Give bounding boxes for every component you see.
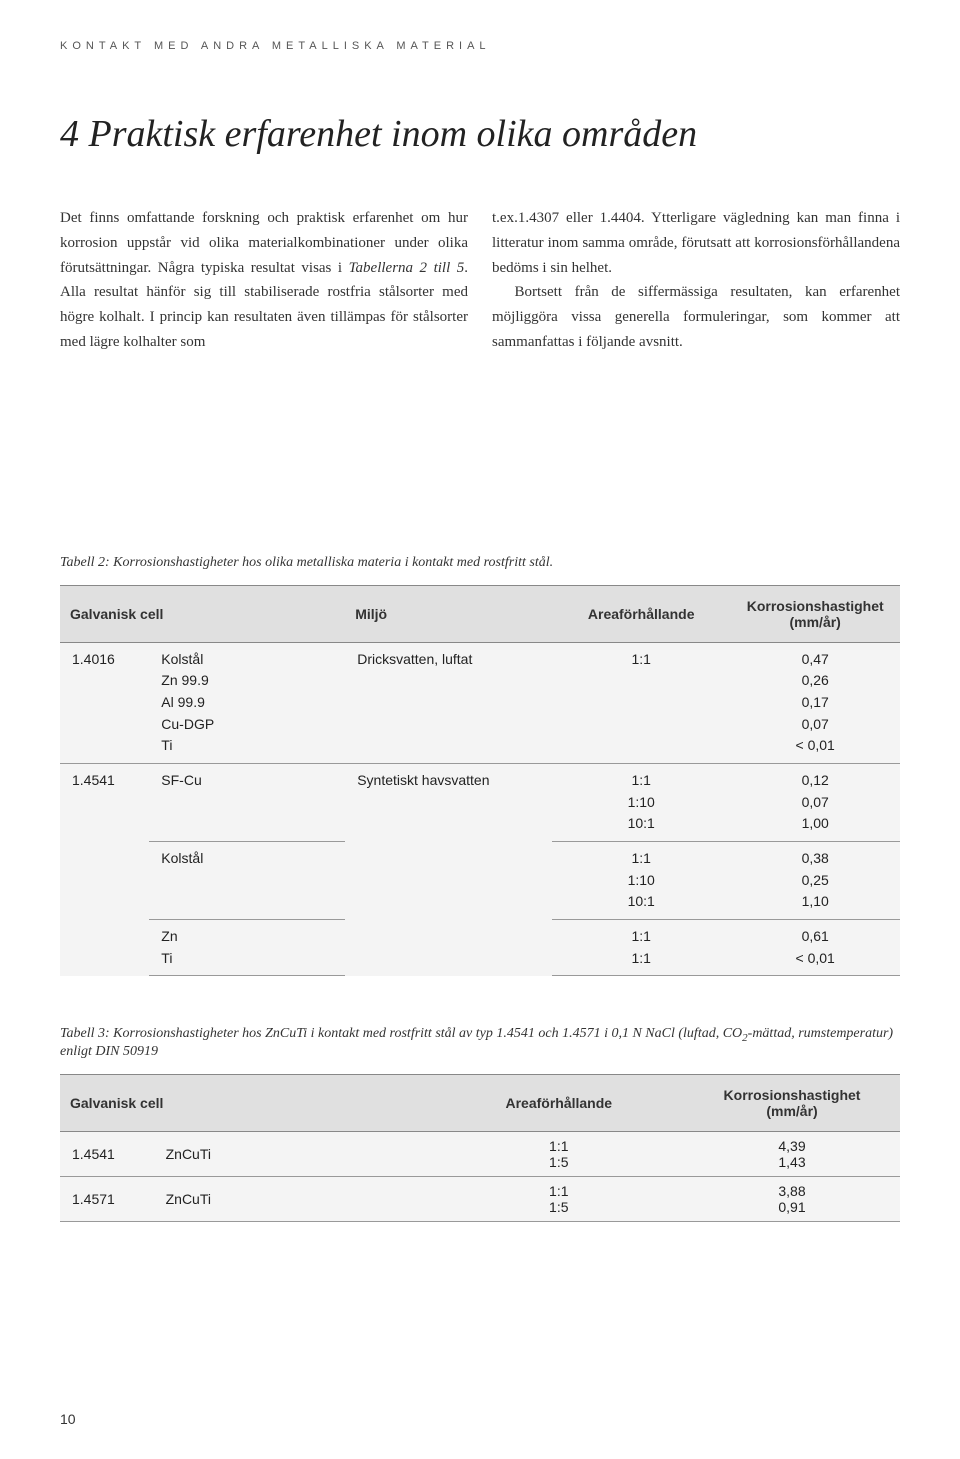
table-cell-material: Zn Ti: [149, 920, 345, 976]
table-cell-ratio: 1:1 1:1: [552, 920, 730, 976]
body-paragraph: t.ex.1.4307 eller 1.4404. Ytterligare vä…: [492, 206, 900, 280]
table2-header-cell: Galvanisk cell: [60, 585, 345, 642]
table-cell-env: Syntetiskt havsvatten: [345, 763, 552, 976]
table-cell-id: 1.4541: [60, 1132, 154, 1177]
table-cell-id: 1.4571: [60, 1177, 154, 1222]
table-cell-rate: 4,39 1,43: [684, 1132, 900, 1177]
table-cell-ratio: 1:1 1:10 10:1: [552, 763, 730, 841]
table-cell-material: Kolstål: [149, 842, 345, 920]
table3-header-rate: Korrosionshastighet (mm/år): [684, 1075, 900, 1132]
table-cell-material: ZnCuTi: [154, 1177, 434, 1222]
table3-header-cell: Galvanisk cell: [60, 1075, 434, 1132]
table-row: 1.4571 ZnCuTi 1:1 1:5 3,88 0,91: [60, 1177, 900, 1222]
table-cell-ratio: 1:1 1:5: [434, 1132, 685, 1177]
table-cell-material: Kolstål Zn 99.9 Al 99.9 Cu-DGP Ti: [149, 642, 345, 763]
page-title: 4 Praktisk erfarenhet inom olika områden: [60, 112, 900, 156]
table-cell-material: ZnCuTi: [154, 1132, 434, 1177]
table2-header-env: Miljö: [345, 585, 552, 642]
table-row: 1.4016 Kolstål Zn 99.9 Al 99.9 Cu-DGP Ti…: [60, 642, 900, 763]
table-cell-rate: 0,47 0,26 0,17 0,07 < 0,01: [730, 642, 900, 763]
table-cell-env: Dricksvatten, luftat: [345, 642, 552, 763]
table3-header-row: Galvanisk cell Areaförhållande Korrosion…: [60, 1075, 900, 1132]
table-cell-rate: 3,88 0,91: [684, 1177, 900, 1222]
table2-caption: Tabell 2: Korrosionshastigheter hos olik…: [60, 555, 900, 571]
table3-header-ratio: Areaförhållande: [434, 1075, 685, 1132]
body-text: Det finns omfattande forskning och prakt…: [60, 206, 900, 355]
table3: Galvanisk cell Areaförhållande Korrosion…: [60, 1074, 900, 1222]
table-cell-rate: 0,61 < 0,01: [730, 920, 900, 976]
table2-header-rate: Korrosionshastighet (mm/år): [730, 585, 900, 642]
body-column-left: Det finns omfattande forskning och prakt…: [60, 206, 468, 355]
table-cell-rate: 0,12 0,07 1,00: [730, 763, 900, 841]
table-cell-id: 1.4016: [60, 642, 149, 763]
table-cell-ratio: 1:1 1:5: [434, 1177, 685, 1222]
table-cell-ratio: 1:1 1:10 10:1: [552, 842, 730, 920]
table2: Galvanisk cell Miljö Areaförhållande Kor…: [60, 585, 900, 977]
table-cell-material: SF-Cu: [149, 763, 345, 841]
table-cell-id: 1.4541: [60, 763, 149, 976]
body-text-italic: Tabellerna 2 till 5: [349, 260, 465, 276]
table-cell-rate: 0,38 0,25 1,10: [730, 842, 900, 920]
table2-header-ratio: Areaförhållande: [552, 585, 730, 642]
table3-caption: Tabell 3: Korrosionshastigheter hos ZnCu…: [60, 1026, 900, 1060]
page-number: 10: [60, 1411, 76, 1427]
caption-text: Tabell 3: Korrosionshastigheter hos ZnCu…: [60, 1026, 742, 1041]
table2-header-row: Galvanisk cell Miljö Areaförhållande Kor…: [60, 585, 900, 642]
running-header: KONTAKT MED ANDRA METALLISKA MATERIAL: [60, 40, 900, 52]
table-row: 1.4541 SF-Cu Syntetiskt havsvatten 1:1 1…: [60, 763, 900, 841]
table-row: 1.4541 ZnCuTi 1:1 1:5 4,39 1,43: [60, 1132, 900, 1177]
table-cell-ratio: 1:1: [552, 642, 730, 763]
body-column-right: t.ex.1.4307 eller 1.4404. Ytterligare vä…: [492, 206, 900, 355]
body-paragraph: Bortsett från de siffermässiga resultate…: [492, 280, 900, 354]
